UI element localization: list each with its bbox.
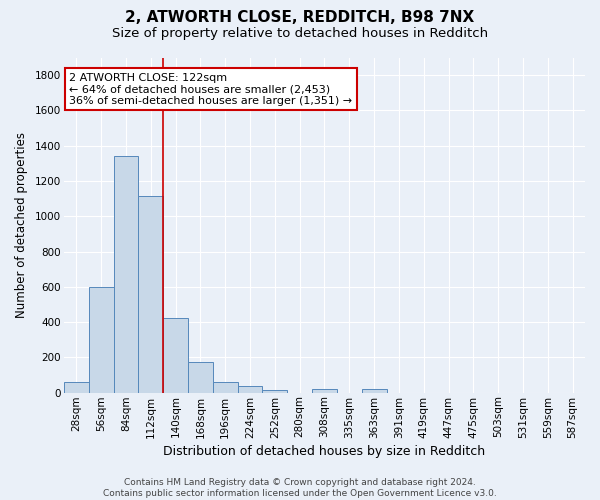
Bar: [213, 382, 238, 392]
Y-axis label: Number of detached properties: Number of detached properties: [15, 132, 28, 318]
Bar: [139, 196, 163, 392]
Bar: [163, 318, 188, 392]
Text: 2, ATWORTH CLOSE, REDDITCH, B98 7NX: 2, ATWORTH CLOSE, REDDITCH, B98 7NX: [125, 10, 475, 25]
Text: Contains HM Land Registry data © Crown copyright and database right 2024.
Contai: Contains HM Land Registry data © Crown c…: [103, 478, 497, 498]
Bar: [89, 287, 113, 393]
X-axis label: Distribution of detached houses by size in Redditch: Distribution of detached houses by size …: [163, 444, 485, 458]
Bar: [64, 382, 89, 392]
Bar: [113, 156, 139, 392]
Bar: [262, 390, 287, 392]
Bar: [238, 386, 262, 392]
Text: Size of property relative to detached houses in Redditch: Size of property relative to detached ho…: [112, 28, 488, 40]
Bar: [312, 389, 337, 392]
Text: 2 ATWORTH CLOSE: 122sqm
← 64% of detached houses are smaller (2,453)
36% of semi: 2 ATWORTH CLOSE: 122sqm ← 64% of detache…: [69, 72, 352, 106]
Bar: [188, 362, 213, 392]
Bar: [362, 389, 386, 392]
